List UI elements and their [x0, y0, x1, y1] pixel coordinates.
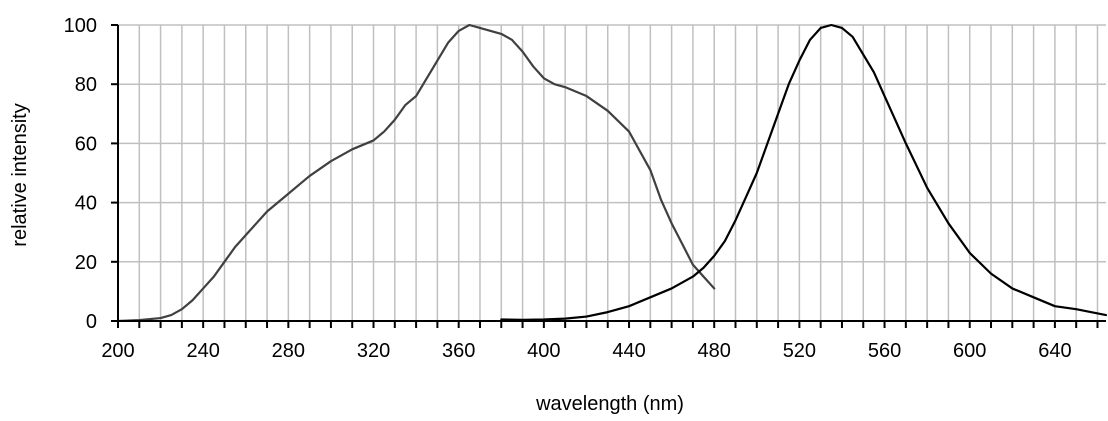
- x-tick-label: 600: [953, 340, 986, 362]
- tick-labels: 200 240 280 320 360 400 440 480 520 560 600 640 0 20 4…: [64, 15, 1072, 362]
- axes: [111, 24, 1106, 328]
- y-tick-label: 40: [75, 193, 97, 215]
- y-tick-label: 60: [75, 133, 97, 155]
- x-tick-label: 520: [783, 340, 816, 362]
- y-axis-title: relative intensity: [9, 103, 31, 246]
- x-tick-label: 200: [101, 340, 134, 362]
- x-axis-title: wavelength (nm): [535, 393, 684, 415]
- x-tick-label: 440: [612, 340, 645, 362]
- x-tick-label: 480: [698, 340, 731, 362]
- x-tick-label: 400: [527, 340, 560, 362]
- y-tick-label: 0: [86, 311, 97, 333]
- x-tick-label: 240: [186, 340, 219, 362]
- series-line-2: [500, 23, 1108, 321]
- series-layer: [116, 23, 1108, 323]
- x-tick-label: 280: [272, 340, 305, 362]
- x-tick-label: 560: [868, 340, 901, 362]
- x-tick-label: 640: [1038, 340, 1071, 362]
- x-tick-label: 360: [442, 340, 475, 362]
- grid: [117, 24, 1106, 322]
- series-line-1: [116, 23, 716, 323]
- y-tick-label: 20: [75, 252, 97, 274]
- x-tick-label: 320: [357, 340, 390, 362]
- y-tick-label: 100: [64, 15, 97, 37]
- y-tick-label: 80: [75, 74, 97, 96]
